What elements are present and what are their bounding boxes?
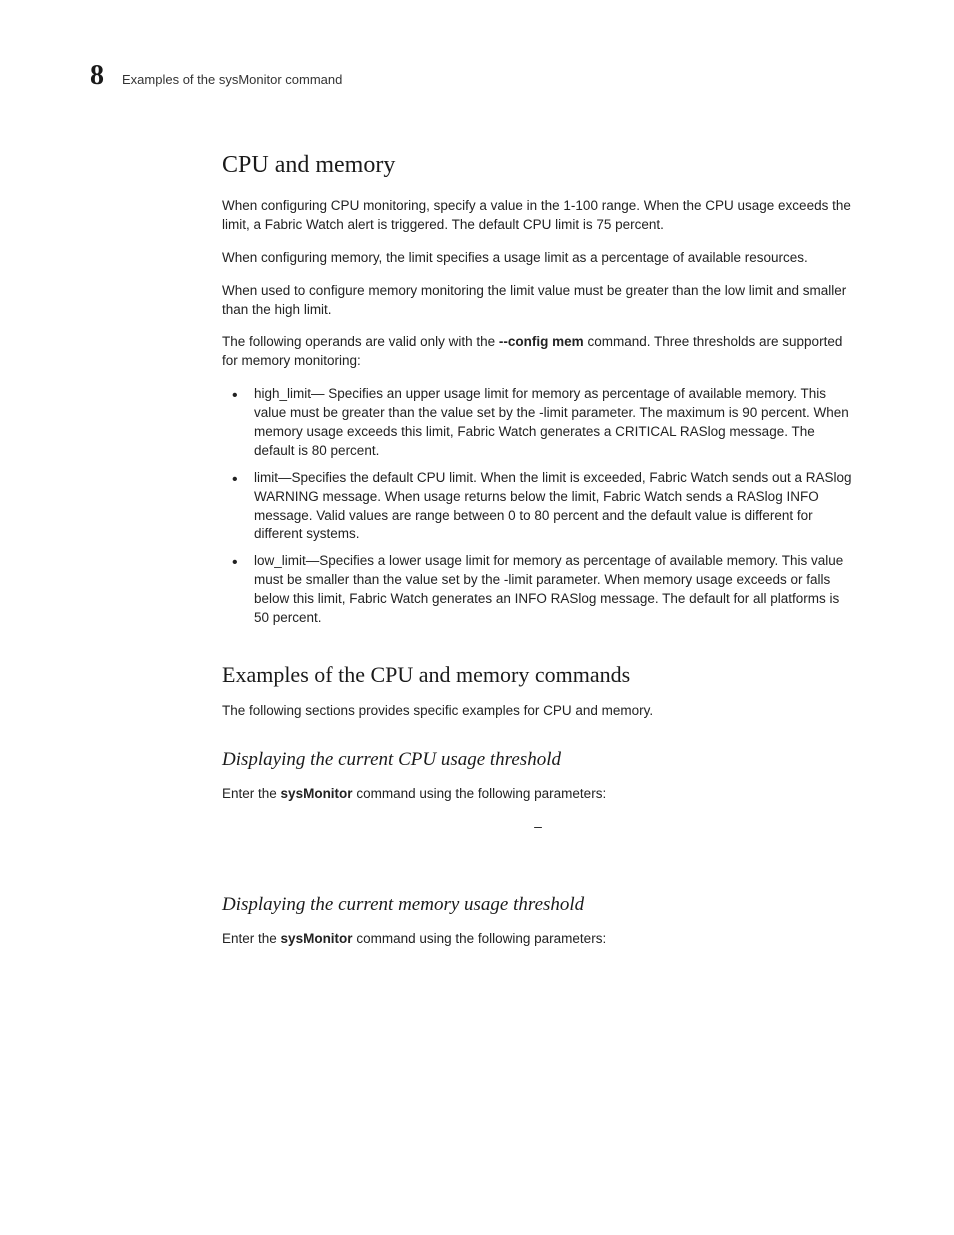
paragraph: The following sections provides specific… bbox=[222, 702, 854, 721]
list-item: low_limit—Specifies a lower usage limit … bbox=[222, 552, 854, 628]
section-title-cpu-memory: CPU and memory bbox=[222, 152, 854, 179]
text-run: Enter the bbox=[222, 931, 281, 946]
list-item: limit—Specifies the default CPU limit. W… bbox=[222, 469, 854, 545]
bold-text: sysMonitor bbox=[281, 786, 353, 801]
paragraph: When configuring CPU monitoring, specify… bbox=[222, 197, 854, 235]
text-run: Enter the bbox=[222, 786, 281, 801]
bold-text: sysMonitor bbox=[281, 931, 353, 946]
page: 8 Examples of the sysMonitor command CPU… bbox=[0, 0, 954, 1023]
paragraph: The following operands are valid only wi… bbox=[222, 333, 854, 371]
section-title-examples: Examples of the CPU and memory commands bbox=[222, 662, 854, 688]
dash-separator: – bbox=[222, 818, 854, 834]
page-header: 8 Examples of the sysMonitor command bbox=[90, 60, 864, 92]
paragraph: Enter the sysMonitor command using the f… bbox=[222, 930, 854, 949]
paragraph: Enter the sysMonitor command using the f… bbox=[222, 785, 854, 804]
paragraph: When used to configure memory monitoring… bbox=[222, 282, 854, 320]
content-area: CPU and memory When configuring CPU moni… bbox=[90, 152, 864, 949]
text-run: command using the following parameters: bbox=[353, 931, 607, 946]
paragraph: When configuring memory, the limit speci… bbox=[222, 249, 854, 268]
chapter-number: 8 bbox=[90, 60, 104, 92]
subsection-title-memory-threshold: Displaying the current memory usage thre… bbox=[222, 894, 854, 916]
subsection-title-cpu-threshold: Displaying the current CPU usage thresho… bbox=[222, 749, 854, 771]
text-run: command using the following parameters: bbox=[353, 786, 607, 801]
bold-text: --config mem bbox=[499, 334, 584, 349]
bullet-list: high_limit— Specifies an upper usage lim… bbox=[222, 385, 854, 628]
running-head: Examples of the sysMonitor command bbox=[122, 72, 342, 87]
text-run: The following operands are valid only wi… bbox=[222, 334, 499, 349]
list-item: high_limit— Specifies an upper usage lim… bbox=[222, 385, 854, 461]
